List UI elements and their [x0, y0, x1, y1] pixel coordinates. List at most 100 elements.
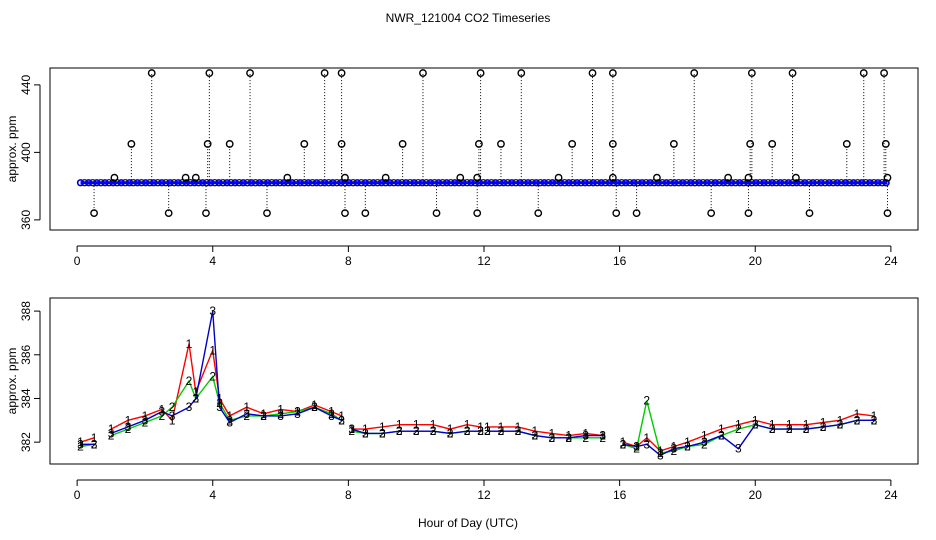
raw-point [747, 69, 756, 77]
series-2-point: 2 [477, 424, 484, 438]
series-3-point: 3 [125, 420, 132, 434]
series-1-point: 1 [599, 429, 606, 443]
series-1-point: 1 [226, 409, 233, 423]
series-1-point: 1 [216, 391, 223, 405]
top-y-tick-label: 440 [19, 75, 33, 95]
raw-point [880, 69, 888, 77]
series-1-point: 1 [582, 426, 589, 440]
mean-point [541, 179, 548, 186]
series-1-point: 1 [464, 418, 471, 432]
mean-point [508, 179, 516, 186]
series-3-point: 3 [209, 304, 216, 318]
series-3-point: 3 [769, 422, 776, 436]
series-2-point: 2 [871, 413, 878, 427]
raw-point [263, 209, 271, 218]
mean-point [305, 179, 312, 186]
bottom-x-tick-label: 0 [74, 488, 81, 502]
series-3-point: 3 [192, 391, 199, 405]
top-x-tick-label: 12 [477, 254, 491, 268]
mean-point [158, 179, 166, 186]
bottom-x-tick-label: 8 [345, 488, 352, 502]
series-2-point: 2 [338, 413, 345, 427]
series-3-point: 3 [142, 413, 149, 427]
mean-point [419, 179, 426, 186]
mean-point [679, 179, 686, 186]
series-1-point: 1 [477, 420, 484, 434]
series-2-point: 2 [633, 442, 640, 456]
series-1-point: 1 [484, 420, 491, 434]
mean-point [410, 179, 418, 186]
series-3-point: 3 [277, 409, 284, 423]
raw-point [475, 140, 483, 148]
series-2-point: 2 [582, 431, 589, 445]
series-2-point: 2 [328, 407, 335, 421]
series-3-point: 3 [837, 418, 844, 432]
mean-point [728, 179, 735, 186]
series-2-point: 2 [362, 426, 369, 440]
raw-point [768, 140, 777, 148]
series-2-point: 2 [311, 400, 318, 414]
series-3-line [110, 310, 342, 435]
series-1-point: 1 [348, 422, 355, 436]
series-3-point: 3 [396, 424, 403, 438]
mean-point [614, 179, 621, 186]
series-1-point: 1 [77, 435, 84, 449]
mean-point [207, 179, 214, 186]
mean-point [874, 179, 882, 186]
series-3-point: 3 [484, 424, 491, 438]
series-3-point: 3 [599, 429, 606, 443]
mean-point [134, 179, 141, 186]
series-1-point: 1 [430, 418, 437, 432]
mean-point [801, 179, 808, 186]
mean-point [817, 179, 825, 186]
mean-point [174, 179, 182, 186]
mean-point [671, 179, 678, 186]
top-x-tick-label: 0 [74, 254, 81, 268]
series-3-point: 3 [379, 426, 386, 440]
raw-point [744, 173, 753, 182]
series-1-point: 1 [91, 431, 98, 445]
series-1-point: 1 [633, 440, 640, 454]
raw-point [473, 173, 482, 182]
raw-point [398, 140, 407, 148]
top-plot-frame [49, 67, 919, 231]
series-3-line [351, 428, 481, 435]
chart-title: NWR_121004 CO2 Timeseries [386, 11, 551, 25]
series-3-point: 3 [671, 442, 678, 456]
series-3-point: 3 [260, 409, 267, 423]
raw-point [608, 140, 617, 148]
mean-point [402, 179, 410, 186]
series-1-point: 1 [684, 435, 691, 449]
mean-point [297, 179, 304, 186]
series-1-point: 1 [820, 416, 827, 430]
series-1-point: 1 [379, 420, 386, 434]
mean-point [825, 179, 833, 186]
mean-point [443, 179, 450, 186]
raw-point [707, 209, 716, 218]
series-3-point: 3 [820, 420, 827, 434]
series-1-point: 1 [515, 420, 522, 434]
series-3-point: 3 [348, 422, 355, 436]
mean-point [223, 179, 231, 186]
series-3-point: 3 [515, 424, 522, 438]
top-y-tick-label: 400 [19, 142, 33, 162]
series-3-line [622, 419, 874, 457]
raw-point [419, 69, 427, 77]
series-1-point: 1 [701, 429, 708, 443]
series-2-point: 2 [260, 409, 267, 423]
series-1-point: 1 [362, 422, 369, 436]
series-1-point: 1 [396, 418, 403, 432]
series-1-point: 1 [657, 444, 664, 458]
raw-point [805, 209, 814, 218]
mean-point [142, 179, 149, 186]
series-3-point: 3 [718, 429, 725, 443]
mean-point [199, 179, 206, 186]
raw-point [191, 173, 200, 182]
series-1-point: 1 [169, 413, 176, 427]
series-3-point: 3 [643, 437, 650, 451]
series-2-point: 2 [718, 429, 725, 443]
top-x-tick-label: 8 [345, 254, 352, 268]
raw-point [337, 69, 346, 77]
